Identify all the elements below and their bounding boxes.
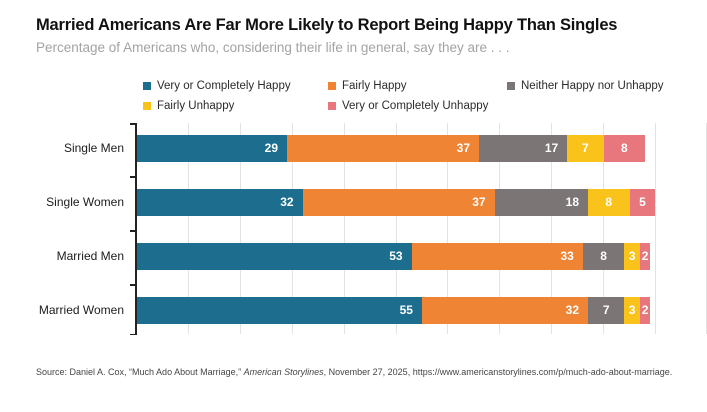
axis-tick	[130, 284, 135, 286]
legend-label: Very or Completely Unhappy	[342, 100, 489, 112]
value-label: 37	[456, 141, 471, 155]
bar-row: 32 37 18 8 5	[136, 189, 656, 216]
legend-label: Fairly Unhappy	[157, 100, 235, 112]
value-label: 7	[602, 303, 610, 317]
value-label: 55	[399, 303, 413, 317]
bar-segment: 7	[588, 297, 625, 324]
category-label: Single Women	[46, 195, 124, 209]
chart-plot: Single Men 29 37 17 7 8 Single Women 32 37 18 8 5 Ma…	[0, 123, 707, 335]
bar-segment: 33	[411, 243, 583, 270]
legend-item: Very or Completely Happy	[143, 80, 291, 92]
value-label: 7	[582, 141, 589, 155]
value-label: 8	[620, 141, 628, 155]
bar-row: 55 32 7 3 2	[136, 297, 651, 324]
gridline	[551, 123, 553, 334]
bar-segment: 7	[567, 135, 604, 162]
bar-segment: 55	[136, 297, 422, 324]
legend-swatch-icon	[328, 82, 336, 90]
gridline	[499, 123, 501, 334]
bar-segment: 3	[624, 297, 640, 324]
source-suffix: , November 27, 2025, https://www.america…	[323, 367, 673, 377]
legend-swatch-icon	[143, 102, 151, 110]
bar-segment: 2	[639, 297, 651, 324]
gridline	[655, 123, 656, 334]
value-label: 17	[544, 141, 559, 155]
value-label: 8	[605, 195, 613, 209]
legend-swatch-icon	[507, 82, 515, 90]
legend-label: Fairly Happy	[342, 80, 407, 92]
y-axis-line	[135, 123, 137, 335]
value-label: 2	[641, 249, 649, 263]
value-label: 3	[628, 303, 636, 317]
legend-swatch-icon	[328, 102, 336, 110]
value-label: 3	[628, 249, 636, 263]
bar-segment: 53	[136, 243, 412, 270]
bar-segment: 8	[588, 189, 630, 216]
legend-label: Neither Happy nor Unhappy	[521, 80, 664, 92]
category-label: Single Men	[63, 141, 124, 155]
legend-swatch-icon	[143, 82, 151, 90]
bar-segment: 5	[629, 189, 656, 216]
bar-segment: 8	[603, 135, 646, 162]
source-publication: American Storylines	[243, 367, 324, 377]
bar-segment: 29	[136, 135, 287, 162]
bar-segment: 32	[136, 189, 303, 216]
axis-tick	[130, 176, 135, 178]
bar-segment: 2	[639, 243, 651, 270]
value-label: 29	[264, 141, 278, 155]
value-label: 37	[472, 195, 486, 209]
chart-subtitle: Percentage of Americans who, considering…	[36, 40, 510, 55]
gridline	[187, 123, 189, 334]
gridline	[603, 123, 605, 334]
legend-item: Fairly Happy	[328, 80, 407, 92]
value-label: 5	[639, 195, 646, 209]
bar-row: 29 37 17 7 8	[136, 135, 646, 162]
legend-label: Very or Completely Happy	[157, 80, 291, 92]
value-label: 18	[565, 195, 579, 209]
value-label: 33	[560, 249, 574, 263]
bar-segment: 18	[494, 189, 588, 216]
bar-segment: 37	[302, 189, 495, 216]
legend-item: Neither Happy nor Unhappy	[507, 80, 664, 92]
legend-item: Very or Completely Unhappy	[328, 100, 488, 112]
category-label: Married Men	[56, 249, 124, 263]
value-label: 32	[280, 195, 294, 209]
gridline	[343, 123, 345, 334]
legend-item: Fairly Unhappy	[143, 100, 234, 112]
gridline	[395, 123, 397, 334]
bar-segment: 37	[287, 135, 480, 162]
source-note: Source: Daniel A. Cox, “Much Ado About M…	[36, 367, 696, 377]
axis-tick	[130, 123, 135, 125]
value-label: 32	[565, 303, 580, 317]
bar-segment: 17	[479, 135, 568, 162]
chart-title: Married Americans Are Far More Likely to…	[36, 16, 618, 34]
gridline	[705, 123, 707, 334]
bar-segment: 32	[421, 297, 589, 324]
axis-tick	[130, 333, 135, 335]
value-label: 8	[600, 249, 607, 263]
value-label: 2	[641, 303, 649, 317]
category-label: Married Women	[38, 303, 124, 317]
bar-row: 53 33 8 3 2	[136, 243, 651, 270]
bar-segment: 3	[624, 243, 640, 270]
gridline	[447, 123, 449, 334]
gridline	[291, 123, 293, 334]
value-label: 53	[389, 249, 403, 263]
axis-tick	[130, 230, 135, 232]
gridline	[239, 123, 241, 334]
source-prefix: Source: Daniel A. Cox, “Much Ado About M…	[36, 367, 244, 377]
bar-segment: 8	[582, 243, 625, 270]
